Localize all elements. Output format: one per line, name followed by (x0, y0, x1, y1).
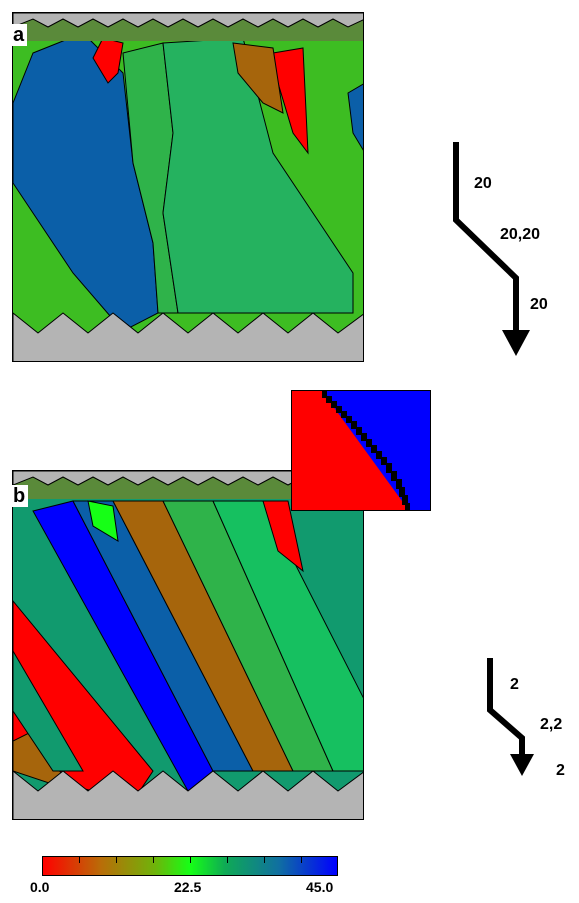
panel-b-label: b (10, 485, 29, 507)
colorbar-tick (227, 856, 228, 863)
band-green-2 (212, 500, 363, 772)
inset-boundary-pixels (322, 391, 410, 510)
grain-red-top (262, 500, 304, 573)
panel-a-microstructure (12, 12, 364, 362)
colorbar-tick (264, 856, 265, 863)
arrow-a-label-1: 20 (474, 175, 492, 192)
colorbar-tick (79, 856, 80, 863)
colorbar-max-label: 45.0 (306, 879, 334, 895)
arrow-b-label-1: 2 (510, 676, 519, 693)
grain-boundary-inset (291, 390, 431, 511)
panel-a-label: a (10, 24, 28, 46)
panel-b-grain-map (13, 471, 363, 819)
colorbar-tick (190, 856, 191, 863)
colorbar-tick (116, 856, 117, 863)
mold-bottom (13, 312, 363, 361)
arrow-a-label-2: 20,20 (500, 226, 541, 243)
colorbar-mid-label: 22.5 (174, 879, 202, 895)
panel-b-microstructure (12, 470, 364, 820)
arrow-a-shaft (453, 142, 519, 336)
grain-blue-edge (347, 83, 363, 151)
panel-a-grain-map (13, 13, 363, 361)
arrow-a-label-3: 20 (530, 296, 548, 313)
mold-bottom (13, 770, 363, 819)
colorbar-tick (301, 856, 302, 863)
growth-arrow-a (453, 142, 530, 356)
band-teal (13, 650, 84, 772)
grain-red-top (92, 37, 124, 84)
mold-top (13, 13, 363, 28)
arrow-b-label-2: 2,2 (540, 716, 563, 733)
grain-bright-green (87, 500, 119, 542)
growth-arrow-b (487, 658, 534, 776)
arrow-a-head (502, 330, 530, 356)
colorbar-min-label: 0.0 (30, 879, 50, 895)
inset-pixel-map (292, 391, 430, 510)
colorbar-tick (153, 856, 154, 863)
arrow-b-shaft (487, 658, 525, 758)
arrow-b-label-3: 2 (556, 762, 565, 779)
grain-brown (232, 42, 284, 114)
arrow-b-head (510, 754, 534, 776)
